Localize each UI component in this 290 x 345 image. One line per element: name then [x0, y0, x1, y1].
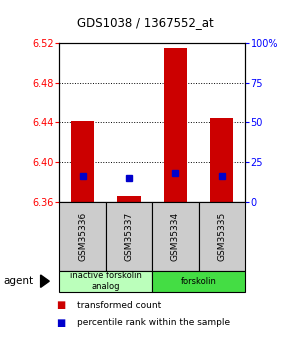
- Text: GDS1038 / 1367552_at: GDS1038 / 1367552_at: [77, 16, 213, 29]
- Bar: [117, 196, 141, 202]
- Bar: [59, 271, 152, 292]
- Bar: [106, 202, 152, 271]
- Bar: [152, 202, 199, 271]
- Text: GSM35336: GSM35336: [78, 212, 87, 261]
- Text: inactive forskolin
analog: inactive forskolin analog: [70, 272, 142, 291]
- Bar: [71, 121, 94, 202]
- Bar: [199, 202, 245, 271]
- Text: percentile rank within the sample: percentile rank within the sample: [77, 318, 230, 327]
- Text: GSM35335: GSM35335: [217, 212, 226, 261]
- Text: GSM35337: GSM35337: [124, 212, 134, 261]
- Bar: [59, 202, 106, 271]
- Text: GSM35334: GSM35334: [171, 212, 180, 261]
- Bar: [152, 271, 245, 292]
- Text: forskolin: forskolin: [181, 277, 217, 286]
- Bar: [210, 118, 233, 202]
- Polygon shape: [41, 275, 49, 287]
- Bar: [164, 48, 187, 202]
- Text: ■: ■: [57, 300, 66, 310]
- Text: transformed count: transformed count: [77, 301, 161, 310]
- Text: ■: ■: [57, 318, 66, 327]
- Text: agent: agent: [3, 276, 33, 286]
